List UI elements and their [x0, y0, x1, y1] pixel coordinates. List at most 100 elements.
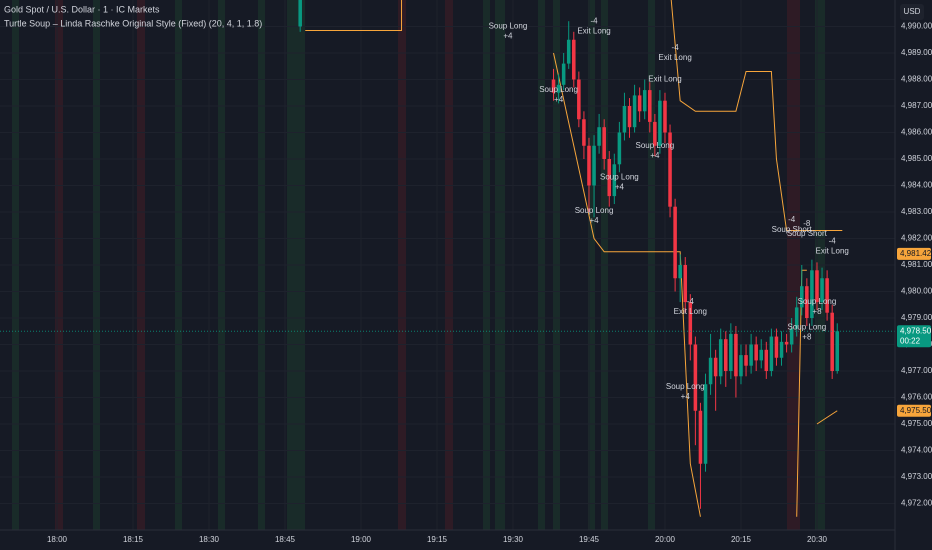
signal-label: +4 [554, 95, 564, 104]
candle-body [592, 145, 596, 186]
candle-body [764, 349, 769, 371]
candle-body [800, 286, 804, 308]
y-tick-label: 4,975.00 [901, 419, 932, 428]
candle-body [729, 333, 733, 371]
signal-label: Soup Long [798, 297, 837, 306]
axes: 4,972.00 4,973.00 4,974.00 4,975.00 4,976.00… [47, 22, 932, 545]
price-label-box [897, 325, 931, 348]
candle-body [830, 312, 834, 371]
candle-body [759, 349, 764, 361]
signal-label: Soup Long [635, 141, 674, 150]
signal-label: Soup Long [600, 173, 639, 182]
signal-label: Exit Long [577, 26, 610, 35]
y-tick-label: 4,976.00 [901, 393, 932, 402]
candle-body [673, 206, 677, 279]
candle-body [622, 106, 627, 133]
signal-label: Soup Long [575, 206, 614, 215]
currency: USD [904, 7, 921, 16]
y-tick-label: 4,980.00 [901, 287, 932, 296]
y-tick-label: 4,984.00 [901, 181, 932, 190]
price-label-box [897, 247, 931, 260]
y-tick-label: 4,981.00 [901, 260, 932, 269]
price-label-box [897, 404, 931, 417]
candle-body [713, 357, 718, 377]
candle-body [810, 270, 814, 318]
candle-body [587, 145, 591, 186]
candle-body [708, 357, 713, 385]
y-tick-label: 4,990.00 [901, 22, 932, 31]
candle-body [668, 132, 672, 207]
candle-body [648, 90, 652, 122]
countdown: 00:22 [900, 336, 921, 345]
candle-body [835, 331, 840, 371]
y-tick-label: 4,986.00 [901, 128, 932, 137]
candle-body [678, 265, 682, 279]
candle-body [693, 344, 698, 411]
signal-label: Soup Short [772, 225, 813, 234]
y-tick-label: 4,987.00 [901, 101, 932, 110]
indicator-title: Turtle Soup – Linda Raschke Original Sty… [4, 18, 262, 28]
y-tick-label: 4,983.00 [901, 207, 932, 216]
signal-label: Exit Long [815, 246, 848, 255]
signal-label: -4 [672, 43, 680, 52]
y-tick-label: 4,979.00 [901, 313, 932, 322]
candle-body [577, 79, 581, 120]
y-tick-label: 4,985.00 [901, 154, 932, 163]
candle-body [658, 100, 662, 146]
candle-body [617, 132, 622, 165]
candle-body [779, 341, 784, 358]
signal-label: Soup Long [787, 322, 826, 331]
candle-body [637, 95, 642, 112]
candle-body [698, 410, 703, 464]
candle-body [663, 100, 667, 133]
candle-body [602, 127, 606, 159]
signal-label: +4 [615, 183, 625, 192]
candle-body [298, 0, 302, 27]
candle-body [718, 339, 723, 377]
candle-body [607, 159, 612, 197]
y-tick-label: 4,972.00 [901, 499, 932, 508]
signal-label: -4 [590, 16, 598, 25]
candle-body [784, 341, 789, 345]
candle-body [805, 286, 809, 318]
candle-body [744, 355, 748, 366]
x-tick-label: 18:30 [199, 535, 220, 544]
signal-label: Soup Long [489, 22, 528, 31]
signal-label: +4 [650, 151, 660, 160]
signal-label: Exit Long [674, 307, 707, 316]
candle-body [739, 355, 743, 377]
symbol-title: Gold Spot / U.S. Dollar · 1 · IC Markets [4, 4, 160, 14]
signal-label: +8 [812, 307, 822, 316]
candle-body [789, 328, 794, 345]
candle-body [653, 121, 657, 146]
signal-label: +4 [681, 392, 691, 401]
candle-body [734, 333, 738, 377]
candle-body [632, 95, 637, 128]
candle-body [642, 90, 647, 112]
signal-label: Soup Long [666, 382, 705, 391]
price-label: 4,978.50 [900, 326, 932, 335]
price-label: 4,981.42 [900, 249, 932, 258]
candle-body [597, 127, 601, 146]
signal-label: +4 [589, 216, 599, 225]
x-tick-label: 20:00 [655, 535, 676, 544]
x-tick-label: 19:30 [503, 535, 524, 544]
signal-label: +8 [802, 332, 812, 341]
signal-label: -4 [829, 236, 837, 245]
signal-label: +4 [503, 32, 513, 41]
y-tick-label: 4,977.00 [901, 366, 932, 375]
candle-body [769, 336, 774, 371]
candle-body [815, 270, 819, 303]
candle-body [572, 39, 576, 80]
signal-label: -8 [803, 219, 811, 228]
signal-label: Exit Long [658, 53, 691, 62]
candle-body [683, 265, 688, 303]
x-tick-label: 19:45 [579, 535, 600, 544]
x-tick-label: 18:45 [275, 535, 296, 544]
candle-body [566, 39, 571, 64]
x-tick-label: 19:15 [427, 535, 448, 544]
candle-body [627, 106, 632, 128]
